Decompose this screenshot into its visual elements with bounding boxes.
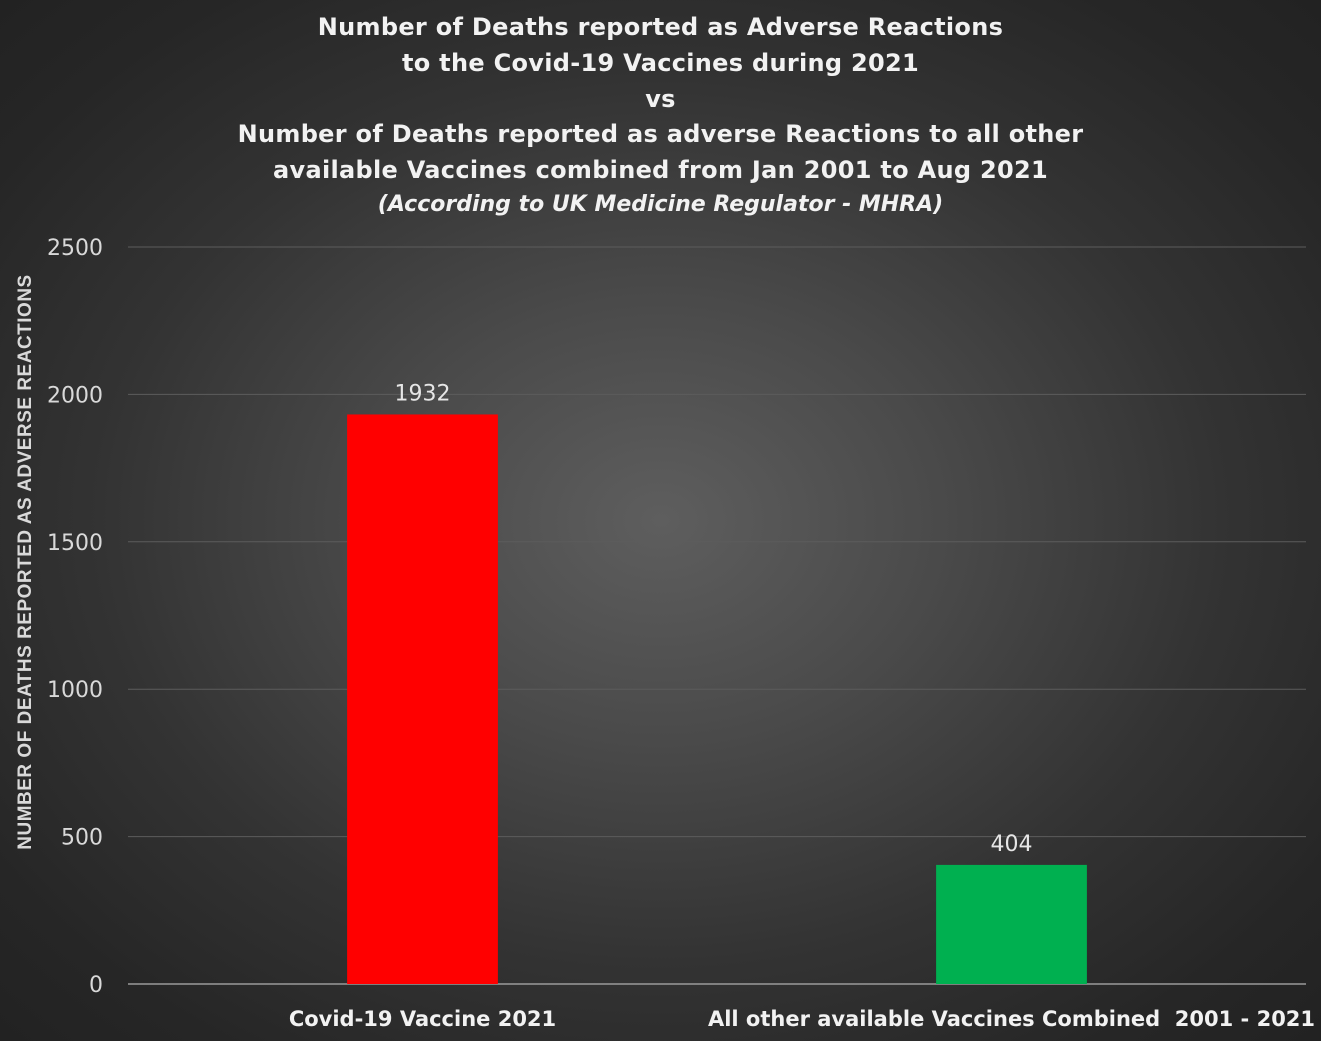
chart-title-line: vs	[645, 84, 676, 113]
chart-subtitle: (According to UK Medicine Regulator - MH…	[377, 192, 944, 217]
y-tick-label: 0	[89, 973, 103, 998]
y-tick-label: 1000	[47, 678, 103, 703]
category-label: Covid-19 Vaccine 2021	[289, 1007, 556, 1031]
chart-title-line: available Vaccines combined from Jan 200…	[273, 156, 1048, 185]
y-tick-label: 2000	[47, 383, 103, 408]
bar	[936, 864, 1087, 984]
data-label: 404	[991, 832, 1033, 857]
chart-title-line: to the Covid-19 Vaccines during 2021	[401, 48, 920, 77]
bar	[347, 414, 498, 984]
data-labels: 1932 404	[395, 381, 1033, 856]
bars	[347, 414, 1087, 984]
y-tick-labels: 0 500 1000 1500 2000 2500	[47, 236, 103, 998]
category-label: All other available Vaccines Combined 20…	[708, 1007, 1315, 1031]
data-label: 1932	[395, 381, 451, 406]
chart-title: Number of Deaths reported as Adverse Rea…	[0, 10, 1321, 189]
gridlines	[128, 246, 1306, 985]
y-tick-label: 500	[61, 826, 103, 851]
y-tick-label: 1500	[47, 531, 103, 556]
chart-title-line: Number of Deaths reported as adverse Rea…	[237, 120, 1084, 149]
category-labels: Covid-19 Vaccine 2021 All other available…	[289, 1007, 1315, 1031]
chart-title-line: Number of Deaths reported as Adverse Rea…	[317, 13, 1004, 41]
y-tick-label: 2500	[47, 236, 103, 261]
